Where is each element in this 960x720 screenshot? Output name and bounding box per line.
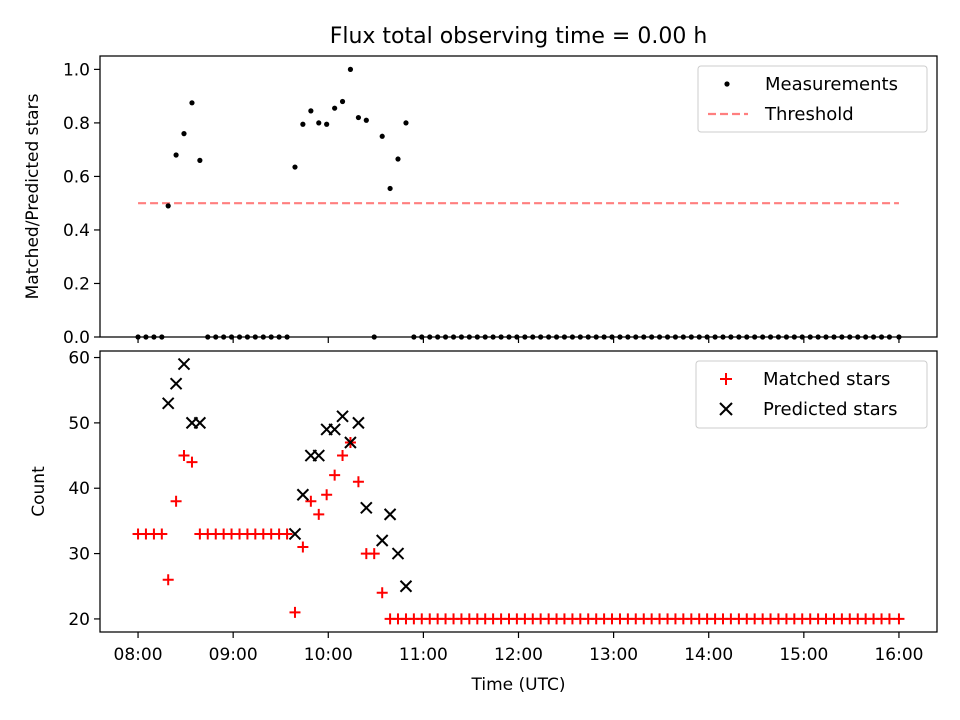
- matched-star-point: [281, 528, 293, 540]
- top-y-ticks: 0.0 0.2 0.4 0.6 0.8 1.0: [63, 60, 100, 348]
- predicted-star-point: [177, 357, 191, 371]
- legend-measurements-label: Measurements: [765, 74, 898, 95]
- measurement-point: [355, 114, 362, 121]
- matched-star-point: [893, 613, 905, 625]
- y-tick-label: 0.2: [63, 274, 90, 294]
- measurement-point: [189, 100, 195, 106]
- measurement-point: [339, 98, 346, 105]
- measurement-point: [165, 203, 171, 209]
- matched-star-point: [376, 587, 388, 599]
- predicted-star-point: [161, 397, 175, 410]
- y-tick-label: 1.0: [63, 60, 90, 80]
- x-tick-label: 13:00: [589, 645, 638, 665]
- matched-star-point: [368, 548, 380, 560]
- x-tick-label: 15:00: [779, 645, 828, 665]
- y-tick-label: 0.0: [63, 328, 90, 348]
- legend-matched-label: Matched stars: [763, 369, 890, 390]
- y-tick-label: 0.8: [63, 114, 90, 134]
- measurement-point: [181, 131, 187, 137]
- x-tick-label: 14:00: [684, 645, 733, 665]
- x-tick-label: 08:00: [114, 645, 163, 665]
- bottom-legend-box: [695, 360, 928, 429]
- legend-predicted-label: Predicted stars: [763, 399, 897, 420]
- top-y-axis-label: Matched/Predicted stars: [23, 93, 43, 299]
- matched-star-point: [162, 574, 174, 586]
- y-tick-label: 40: [68, 479, 90, 499]
- predicted-star-point: [288, 527, 302, 541]
- predicted-star-point: [312, 449, 325, 462]
- predicted-star-point: [193, 416, 207, 430]
- measurement-point: [395, 156, 401, 162]
- bottom-legend: Matched stars Predicted stars: [695, 360, 928, 429]
- y-tick-label: 0.6: [63, 167, 90, 187]
- bottom-x-ticks: 08:00 09:00 10:00 11:00 12:00 13:00 14:00 15:00…: [114, 632, 923, 665]
- top-panel: 0.0 0.2 0.4 0.6 0.8 1.0 Matched/Predicted sta…: [23, 55, 938, 348]
- matched-star-point: [156, 528, 168, 540]
- x-axis-label: Time (UTC): [471, 675, 566, 695]
- measurement-point: [387, 185, 393, 192]
- predicted-star-point: [399, 580, 413, 593]
- matched-star-point: [321, 489, 333, 501]
- measurement-point: [324, 121, 330, 127]
- x-tick-label: 10:00: [304, 645, 353, 665]
- predicted-star-point: [375, 534, 389, 547]
- predicted-star-point: [344, 436, 357, 449]
- y-tick-label: 30: [68, 545, 90, 565]
- measurement-point: [316, 120, 322, 126]
- y-tick-label: 20: [68, 610, 90, 630]
- matched-stars-points: [132, 436, 905, 625]
- matched-star-point: [883, 613, 895, 625]
- predicted-star-point: [383, 508, 397, 521]
- matched-star-point: [329, 469, 341, 481]
- matched-star-point: [289, 606, 301, 618]
- x-tick-label: 09:00: [209, 645, 258, 665]
- top-legend-box: [697, 65, 928, 133]
- measurement-point: [292, 164, 298, 170]
- measurement-point: [347, 66, 354, 72]
- top-x-ticks: [137, 337, 900, 343]
- predicted-star-point: [328, 423, 341, 436]
- y-tick-label: 60: [68, 349, 90, 369]
- x-tick-label: 12:00: [494, 645, 543, 665]
- y-tick-label: 50: [68, 414, 90, 434]
- predicted-star-point: [296, 488, 310, 501]
- predicted-star-point: [360, 501, 373, 515]
- x-tick-label: 11:00: [399, 645, 448, 665]
- measurement-point: [197, 157, 203, 163]
- y-tick-label: 0.4: [63, 221, 90, 241]
- legend-threshold-label: Threshold: [764, 104, 854, 125]
- matched-star-point: [352, 476, 364, 488]
- matched-star-point: [297, 541, 309, 553]
- chart-title: Flux total observing time = 0.00 h: [330, 24, 708, 49]
- matched-star-point: [186, 456, 198, 468]
- top-legend: Measurements Threshold: [697, 65, 928, 133]
- bottom-y-ticks: 20 30 40 50 60: [68, 349, 100, 630]
- matched-star-point: [337, 450, 349, 462]
- matched-star-point: [313, 508, 325, 520]
- predicted-star-point: [336, 410, 349, 423]
- matched-star-point: [305, 495, 317, 507]
- measurement-point: [308, 108, 314, 114]
- legend-matched-marker: [720, 373, 732, 385]
- measurement-point: [173, 152, 179, 158]
- measurement-point: [332, 105, 338, 111]
- bottom-panel: 20 30 40 50 60 08:00 09:00 10:00 11:00 12:00 13:0…: [29, 349, 938, 695]
- measurement-point: [379, 133, 385, 139]
- predicted-star-point: [169, 377, 183, 390]
- legend-predicted-marker: [719, 402, 733, 416]
- legend-measurements-marker: [724, 81, 730, 87]
- matched-star-point: [170, 495, 182, 507]
- matched-star-point: [178, 450, 190, 462]
- predicted-star-point: [391, 547, 405, 560]
- predicted-star-point: [352, 416, 365, 430]
- x-tick-label: 16:00: [874, 645, 923, 665]
- measurement-point: [300, 121, 306, 127]
- measurement-point: [363, 117, 369, 123]
- bottom-y-axis-label: Count: [29, 466, 49, 517]
- predicted-stars-points: [161, 357, 413, 593]
- measurement-point: [403, 120, 409, 126]
